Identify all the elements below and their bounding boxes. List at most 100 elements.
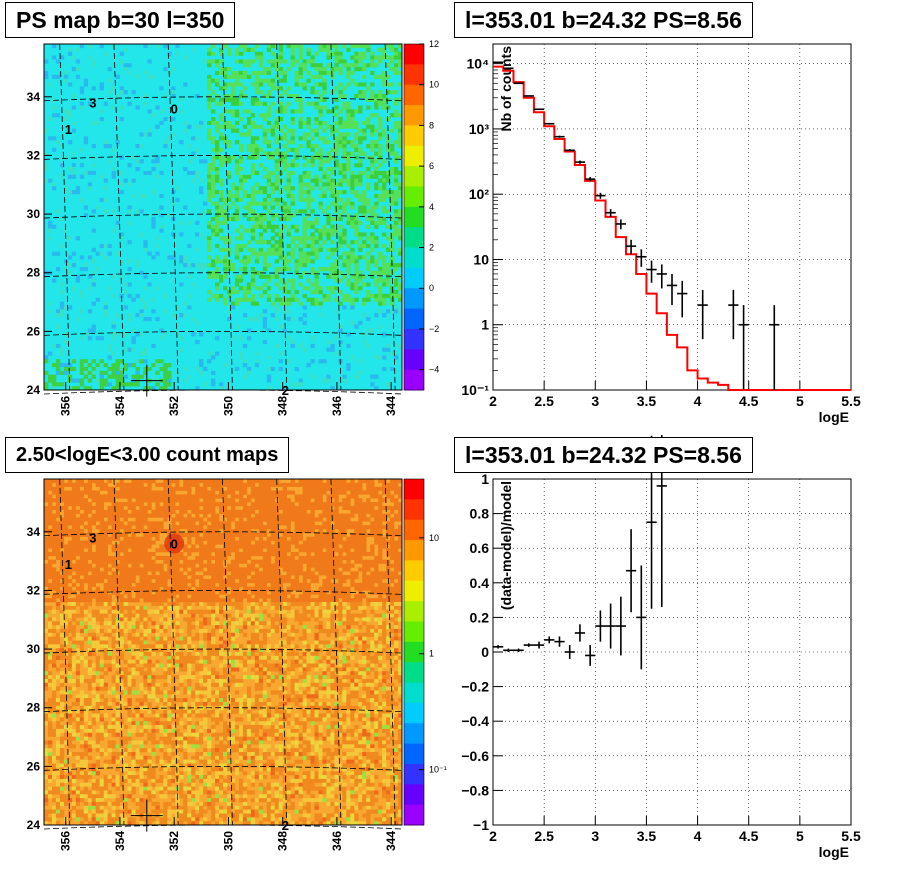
x-tick-label: 4 <box>694 828 702 844</box>
y-tick-label: 0.6 <box>470 540 490 556</box>
x-tick-label: 344 <box>384 396 398 416</box>
colorbar-segment <box>404 309 424 330</box>
colorbar-segment <box>404 581 424 602</box>
y-tick-label: 24 <box>27 383 41 397</box>
y-tick-label: 26 <box>27 324 41 338</box>
y-tick-label: 34 <box>27 525 41 539</box>
y-tick-label: 10³ <box>469 121 490 137</box>
colorbar-tick-label: 10 <box>429 80 439 90</box>
x-tick-label: 346 <box>330 831 344 851</box>
y-tick-label: 30 <box>27 642 41 656</box>
y-tick-label: 0 <box>481 644 489 660</box>
x-tick-label: 348 <box>276 831 290 851</box>
y-tick-label: 10 <box>473 251 489 267</box>
x-tick-label: 4.5 <box>739 393 759 409</box>
colorbar-tick-label: 0 <box>429 283 434 293</box>
x-tick-label: 5.5 <box>841 828 861 844</box>
spectrum-title: l=353.01 b=24.32 PS=8.56 <box>454 2 753 38</box>
x-tick-label: 3.5 <box>637 393 657 409</box>
colorbar-segment <box>404 186 424 207</box>
ps-map-title: PS map b=30 l=350 <box>5 2 235 38</box>
x-tick-label: 2 <box>489 393 497 409</box>
y-tick-label: −0.6 <box>461 748 489 764</box>
x-tick-label: 350 <box>221 831 235 851</box>
x-tick-label: 5 <box>796 393 804 409</box>
source-label: 1 <box>65 122 72 137</box>
y-tick-label: 26 <box>27 759 41 773</box>
colorbar-tick-label: 12 <box>429 39 439 49</box>
colorbar-segment <box>404 499 424 520</box>
colorbar-segment <box>404 85 424 106</box>
colorbar-tick-label: 10 <box>429 533 439 543</box>
x-tick-label: 344 <box>384 831 398 851</box>
y-axis-label: (data-model)/model <box>498 481 514 610</box>
y-tick-label: −1 <box>473 817 489 833</box>
colorbar-tick-label: 4 <box>429 202 434 212</box>
y-tick-label: 10⁻¹ <box>461 382 489 398</box>
y-tick-label: 30 <box>27 207 41 221</box>
y-axis-label: Nb of counts <box>498 46 514 132</box>
x-tick-label: 3 <box>591 393 599 409</box>
x-axis-label: logE <box>819 409 849 425</box>
colorbar-segment <box>404 146 424 167</box>
y-tick-label: 28 <box>27 701 41 715</box>
y-tick-label: −0.4 <box>461 713 489 729</box>
plot-frame <box>493 44 851 390</box>
y-tick-label: 34 <box>27 90 41 104</box>
x-tick-label: 356 <box>59 831 73 851</box>
residual-title: l=353.01 b=24.32 PS=8.56 <box>454 437 753 473</box>
colorbar-segment <box>404 540 424 561</box>
y-tick-label: 10² <box>469 186 490 202</box>
y-tick-label: 0.8 <box>470 506 490 522</box>
colorbar-tick-label: −4 <box>429 365 439 375</box>
x-tick-label: 2.5 <box>534 828 554 844</box>
colorbar-segment <box>404 64 424 85</box>
colorbar-segment <box>404 560 424 581</box>
colorbar-segment <box>404 105 424 126</box>
model-histogram-line <box>493 67 851 390</box>
source-label: 3 <box>89 531 96 546</box>
colorbar-segment <box>404 703 424 724</box>
y-tick-label: 0.4 <box>470 575 490 591</box>
y-tick-label: 32 <box>27 148 41 162</box>
source-label: 2 <box>282 383 289 398</box>
colorbar-segment <box>404 479 424 500</box>
x-tick-label: 354 <box>113 831 127 851</box>
colorbar-tick-label: 8 <box>429 120 434 130</box>
colorbar-segment <box>404 125 424 146</box>
x-tick-label: 3.5 <box>637 828 657 844</box>
source-label: 0 <box>171 102 178 117</box>
x-tick-label: 346 <box>330 396 344 416</box>
source-label: 3 <box>89 96 96 111</box>
source-label: 2 <box>282 818 289 833</box>
colorbar-segment <box>404 44 424 65</box>
colorbar-tick-label: 6 <box>429 161 434 171</box>
colorbar-segment <box>404 248 424 269</box>
colorbar-segment <box>404 662 424 683</box>
x-tick-label: 2.5 <box>534 393 554 409</box>
colorbar-segment <box>404 764 424 785</box>
y-tick-label: −0.2 <box>461 679 489 695</box>
graticule-parallel <box>44 390 402 394</box>
colorbar-segment <box>404 227 424 248</box>
colorbar-segment <box>404 642 424 663</box>
y-tick-label: 24 <box>27 818 41 832</box>
colorbar-segment <box>404 723 424 744</box>
count-map-title: 2.50<logE<3.00 count maps <box>5 437 289 473</box>
x-tick-label: 5.5 <box>841 393 861 409</box>
colorbar-tick-label: 1 <box>429 649 434 659</box>
x-tick-label: 348 <box>276 396 290 416</box>
x-tick-label: 4 <box>694 393 702 409</box>
y-tick-label: 28 <box>27 266 41 280</box>
x-axis-label: logE <box>819 844 849 860</box>
y-tick-label: 10⁴ <box>467 56 490 72</box>
colorbar-segment <box>404 744 424 765</box>
colorbar-segment <box>404 349 424 370</box>
colorbar-segment <box>404 683 424 704</box>
source-label: 0 <box>171 537 178 552</box>
